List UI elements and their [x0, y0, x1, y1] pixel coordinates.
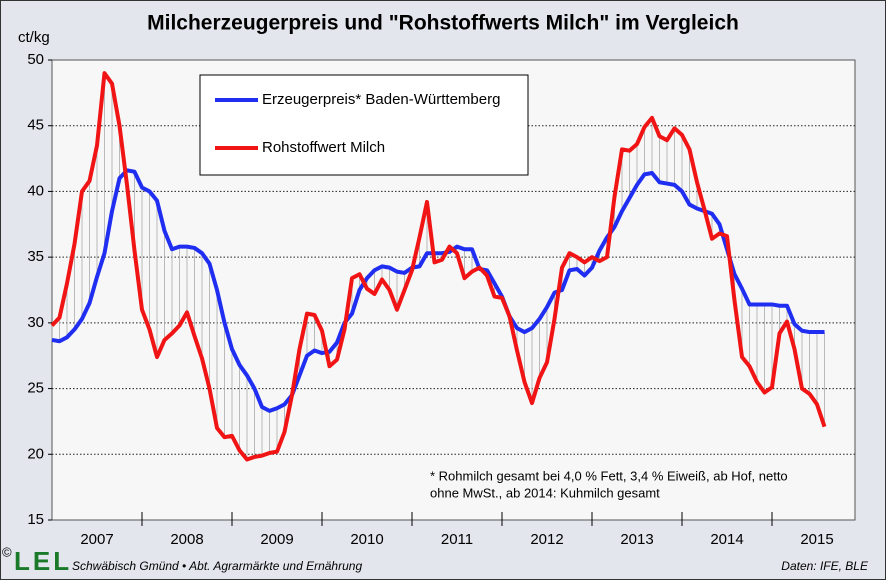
x-tick-label: 2007	[80, 531, 113, 548]
x-tick-label: 2015	[800, 531, 833, 548]
y-tick-label: 40	[27, 182, 44, 199]
series-line	[51, 168, 825, 413]
plot: 15 20 25 30 35 40 45 50 2007 2008 2009 2010 2011 2012…	[27, 51, 855, 548]
y-tick-label: 50	[27, 51, 44, 68]
legend-label: Erzeugerpreis* Baden-Württemberg	[262, 91, 500, 108]
institution: Schwäbisch Gmünd • Abt. Agrarmärkte und …	[72, 559, 362, 573]
copyright: ©	[2, 544, 12, 559]
legend	[199, 74, 529, 176]
y-tick-label: 15	[27, 511, 44, 528]
footnote: ohne MwSt., ab 2014: Kuhmilch gesamt	[430, 485, 660, 500]
footnote: * Rohmilch gesamt bei 4,0 % Fett, 3,4 % …	[430, 468, 788, 483]
x-tick-label: 2014	[710, 531, 743, 548]
y-axis-label: ct/kg	[18, 29, 50, 46]
x-tick-label: 2009	[260, 531, 293, 548]
source: Daten: IFE, BLE	[781, 559, 869, 573]
x-tick-label: 2011	[441, 531, 473, 548]
legend-label: Rohstoffwert Milch	[262, 139, 385, 156]
y-tick-label: 35	[27, 248, 44, 265]
y-tick-label: 45	[27, 117, 44, 134]
x-tick-label: 2012	[530, 531, 563, 548]
y-tick-label: 30	[27, 314, 44, 331]
x-tick-label: 2013	[620, 531, 653, 548]
x-tick-label: 2010	[350, 531, 383, 548]
y-tick-label: 25	[27, 380, 44, 397]
logo: LEL	[14, 546, 72, 576]
y-tick-label: 20	[27, 445, 44, 462]
chart-title: Milcherzeugerpreis und "Rohstoffwerts Mi…	[147, 12, 739, 35]
series-line	[50, 71, 827, 462]
x-tick-label: 2008	[170, 531, 203, 548]
